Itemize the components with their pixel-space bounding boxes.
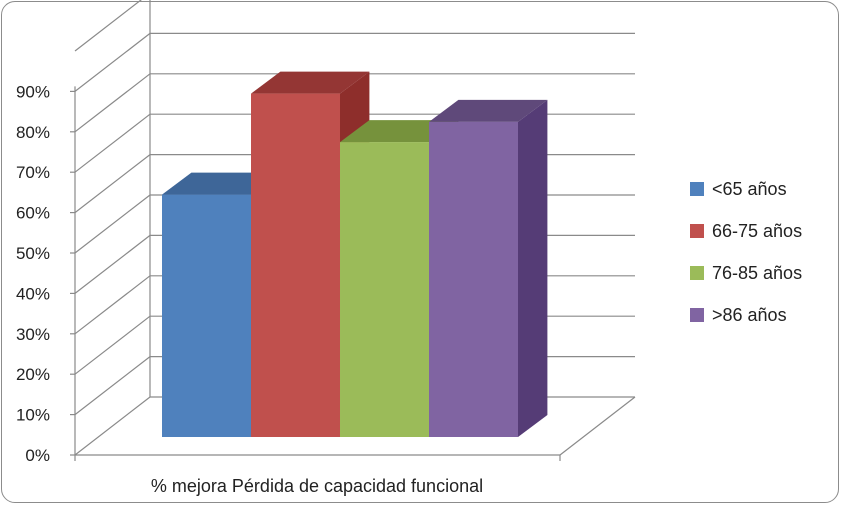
legend-label: 66-75 años (712, 221, 802, 241)
legend-swatch (690, 266, 704, 280)
bar-3-front (340, 142, 429, 437)
side-gridline (74, 315, 151, 375)
y-tick-label: 50% (16, 244, 50, 263)
side-gridline (74, 356, 151, 416)
y-tick-label: 0% (25, 446, 50, 465)
bar-4-top (429, 99, 548, 122)
legend-label: 76-85 años (712, 263, 802, 283)
bar-2-front (251, 93, 340, 437)
y-tick-label: 10% (16, 406, 50, 425)
side-gridline (74, 275, 151, 335)
side-gridline (74, 154, 151, 214)
legend-label: >86 años (712, 305, 787, 325)
legend-swatch (690, 308, 704, 322)
y-tick-label: 40% (16, 284, 50, 303)
y-tick-label: 90% (16, 82, 50, 101)
legend-swatch (690, 182, 704, 196)
bar-4-front (429, 121, 518, 437)
y-tick-label: 70% (16, 163, 50, 182)
bar-1-front (162, 194, 251, 437)
y-tick-label: 60% (16, 204, 50, 223)
side-gridline (74, 113, 151, 173)
side-gridline (74, 194, 151, 254)
y-tick-label: 30% (16, 325, 50, 344)
x-category-label: % mejora Pérdida de capacidad funcional (151, 476, 483, 496)
side-gridline (74, 0, 142, 52)
side-gridline (74, 73, 151, 133)
y-tick-label: 20% (16, 365, 50, 384)
bar-4-side (518, 99, 548, 437)
legend-label: <65 años (712, 179, 787, 199)
floor-edge (559, 396, 636, 456)
y-tick-label: 80% (16, 123, 50, 142)
side-gridline (74, 32, 151, 92)
side-gridline (74, 234, 151, 294)
bar-2-top (251, 71, 370, 94)
bar-1-top (162, 172, 281, 195)
bar-3-top (340, 120, 459, 143)
legend-swatch (690, 224, 704, 238)
side-gridline (74, 396, 151, 456)
